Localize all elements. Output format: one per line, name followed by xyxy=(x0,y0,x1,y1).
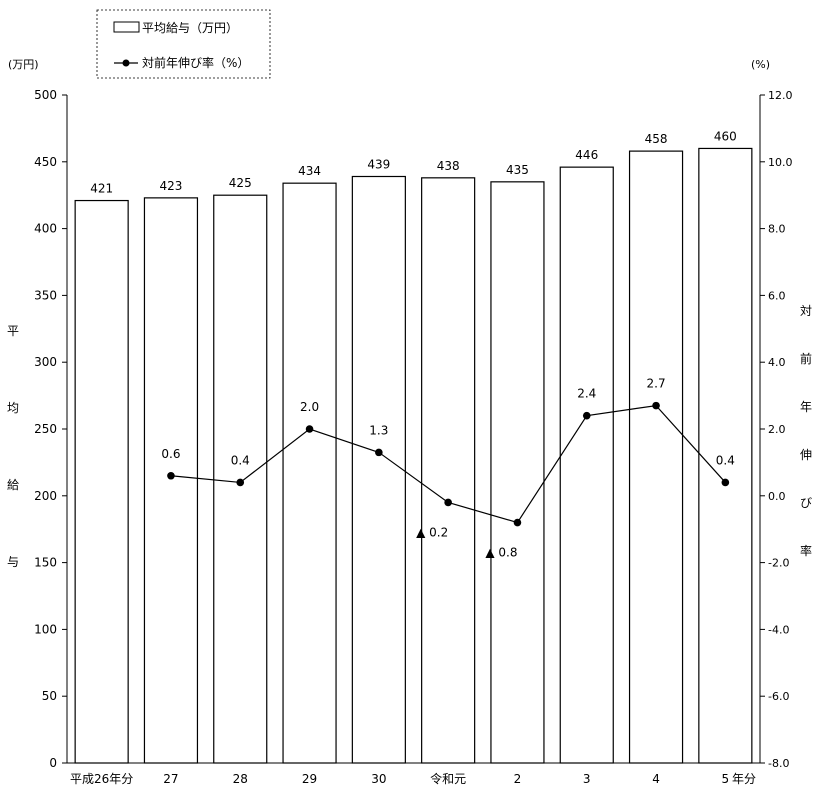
legend-box xyxy=(96,9,271,79)
bar-value-label: 438 xyxy=(437,159,460,173)
left-tick-label: 50 xyxy=(42,689,57,703)
right-tick-label: 10.0 xyxy=(768,156,793,169)
x-tick-label: 令和元 xyxy=(430,771,466,786)
growth-value-label: 0.6 xyxy=(161,447,180,461)
x-axis-suffix: 年分 xyxy=(732,772,756,786)
left-tick-label: 300 xyxy=(34,355,57,369)
left-tick-label: 200 xyxy=(34,489,57,503)
x-tick-label: 29 xyxy=(302,772,317,786)
growth-value-label: 0.4 xyxy=(231,453,250,467)
left-axis-title-char: 給 xyxy=(7,478,19,492)
growth-value-label: ▲ 0.2 xyxy=(416,525,448,539)
right-axis-title-char: 伸 xyxy=(800,448,812,462)
right-axis-title-char: 前 xyxy=(800,351,812,366)
growth-point xyxy=(721,478,730,487)
x-tick-label: 5 xyxy=(722,772,730,786)
bar-value-label: 421 xyxy=(90,182,113,196)
right-axis-title-char: 対 xyxy=(800,304,812,318)
right-tick-label: 6.0 xyxy=(768,289,786,302)
bar xyxy=(698,147,753,764)
right-axis-title-char: 率 xyxy=(800,543,812,558)
left-axis-title-char: 平 xyxy=(7,324,19,338)
bar-value-label: 439 xyxy=(367,157,390,171)
growth-value-label: ▲ 0.8 xyxy=(485,546,517,560)
bar xyxy=(490,181,545,764)
left-tick-label: 0 xyxy=(49,756,57,770)
left-tick-label: 350 xyxy=(34,288,57,302)
left-axis-title-char: 均 xyxy=(7,401,19,415)
right-tick-label: -6.0 xyxy=(768,690,789,703)
right-axis-title-char: び xyxy=(800,496,812,510)
bar xyxy=(628,150,684,764)
growth-point xyxy=(167,471,175,480)
legend-line-marker xyxy=(122,59,130,67)
right-axis-title-char: 年 xyxy=(800,400,812,414)
right-tick-label: 8.0 xyxy=(768,223,786,236)
growth-point xyxy=(513,518,522,527)
x-tick-label: 27 xyxy=(163,772,178,786)
right-tick-label: 0.0 xyxy=(768,490,786,503)
right-tick-label: 2.0 xyxy=(768,423,786,436)
legend-bar-label: 平均給与（万円） xyxy=(142,21,238,35)
x-tick-label: 30 xyxy=(371,772,386,786)
growth-point xyxy=(236,478,245,487)
growth-point xyxy=(582,411,591,420)
right-tick-label: -4.0 xyxy=(768,623,789,636)
bar-value-label: 446 xyxy=(575,148,598,162)
left-tick-label: 500 xyxy=(34,88,57,102)
bar xyxy=(421,177,476,764)
bar xyxy=(282,182,337,764)
growth-value-label: 2.0 xyxy=(300,400,319,414)
bar-value-label: 460 xyxy=(714,129,737,143)
growth-value-label: 0.4 xyxy=(716,453,735,467)
right-tick-label: 12.0 xyxy=(768,89,793,102)
growth-point xyxy=(375,448,383,457)
left-tick-label: 250 xyxy=(34,422,57,436)
legend-bar-swatch xyxy=(113,21,140,33)
right-tick-label: 4.0 xyxy=(768,356,786,369)
bar-value-label: 425 xyxy=(229,176,252,190)
bar-value-label: 423 xyxy=(159,179,182,193)
bar-value-label: 435 xyxy=(506,163,529,177)
right-tick-label: -2.0 xyxy=(768,557,789,570)
x-tick-label: 平成26年分 xyxy=(70,772,133,786)
growth-value-label: 2.7 xyxy=(647,377,666,391)
bar xyxy=(143,197,199,764)
x-tick-label: 4 xyxy=(652,772,660,786)
growth-point xyxy=(652,401,660,410)
left-tick-label: 400 xyxy=(34,222,57,236)
growth-point xyxy=(305,425,314,433)
left-tick-label: 450 xyxy=(34,155,57,169)
bar-value-label: 434 xyxy=(298,164,321,178)
right-unit-label: (%) xyxy=(751,58,770,71)
bar-value-label: 458 xyxy=(645,132,668,146)
bar xyxy=(559,166,614,764)
left-axis-title-char: 与 xyxy=(7,555,19,569)
x-tick-label: 2 xyxy=(514,772,522,786)
growth-value-label: 1.3 xyxy=(369,423,388,437)
growth-point xyxy=(444,498,452,507)
left-unit-label: (万円) xyxy=(8,58,39,71)
legend-line-label: 対前年伸び率（%） xyxy=(142,55,249,70)
growth-value-label: 2.4 xyxy=(577,387,596,401)
x-tick-label: 3 xyxy=(583,772,591,786)
bar xyxy=(74,199,129,764)
right-tick-label: -8.0 xyxy=(768,757,789,770)
left-tick-label: 150 xyxy=(34,556,57,570)
x-tick-label: 28 xyxy=(233,772,248,786)
bar xyxy=(351,175,406,764)
left-tick-label: 100 xyxy=(34,622,57,636)
